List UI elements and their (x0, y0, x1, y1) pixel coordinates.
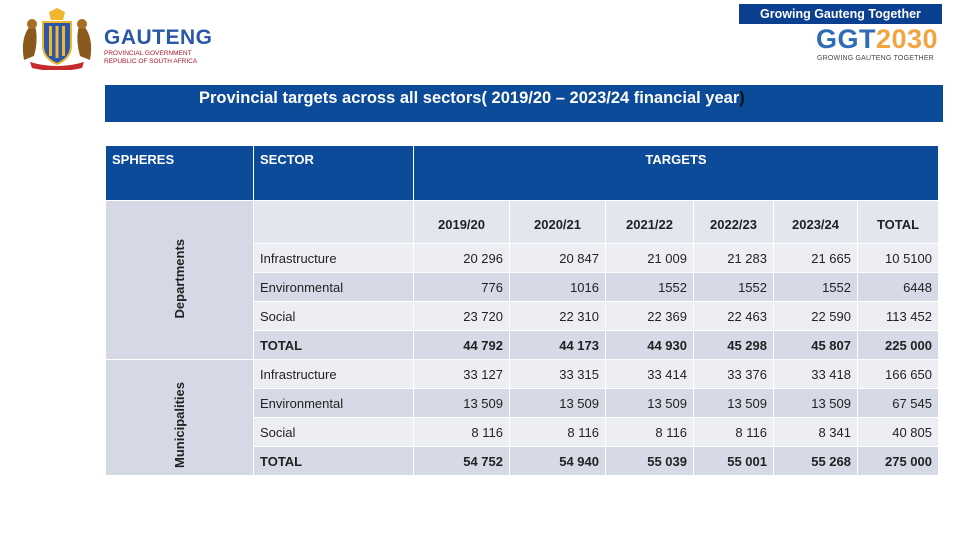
slide-title-close: ) (739, 89, 745, 107)
value-cell: 8 116 (693, 417, 774, 447)
value-cell: 54 940 (509, 446, 606, 476)
value-cell: 20 296 (413, 243, 510, 273)
sector-cell: Social (253, 417, 414, 447)
sector-header: SECTOR (253, 145, 414, 201)
value-cell: 6448 (857, 272, 939, 302)
value-cell: 13 509 (509, 388, 606, 418)
value-cell: 225 000 (857, 330, 939, 360)
value-cell: 33 418 (773, 359, 858, 389)
table-row-total: TOTAL 54 752 54 940 55 039 55 001 55 268… (106, 446, 939, 476)
sector-cell: Infrastructure (253, 243, 414, 273)
value-cell: 67 545 (857, 388, 939, 418)
ggt-logo-year: 2030 (876, 24, 939, 54)
value-cell: 44 173 (509, 330, 606, 360)
total-header: TOTAL (857, 200, 939, 244)
value-cell: 20 847 (509, 243, 606, 273)
year-header: 2020/21 (509, 200, 606, 244)
value-cell: 23 720 (413, 301, 510, 331)
value-cell: 45 807 (773, 330, 858, 360)
value-cell: 8 116 (509, 417, 606, 447)
value-cell: 55 268 (773, 446, 858, 476)
value-cell: 45 298 (693, 330, 774, 360)
years-header-row: Departments 2019/20 2020/21 2021/22 2022… (105, 200, 939, 360)
targets-header: TARGETS (413, 145, 939, 201)
value-cell: 113 452 (857, 301, 939, 331)
value-cell: 13 509 (773, 388, 858, 418)
value-cell: 55 001 (693, 446, 774, 476)
value-cell: 55 039 (605, 446, 694, 476)
value-cell: 22 310 (509, 301, 606, 331)
ggt2030-logo: GGT2030 GROWING GAUTENG TOGETHER (814, 24, 944, 68)
value-cell: 1552 (693, 272, 774, 302)
value-cell: 21 665 (773, 243, 858, 273)
table-row-total: TOTAL 44 792 44 173 44 930 45 298 45 807… (106, 330, 939, 360)
year-header: 2022/23 (693, 200, 774, 244)
value-cell: 13 509 (693, 388, 774, 418)
value-cell: 21 283 (693, 243, 774, 273)
sector-cell: Environmental (253, 388, 414, 418)
value-cell: 22 369 (605, 301, 694, 331)
value-cell: 21 009 (605, 243, 694, 273)
value-cell: 776 (413, 272, 510, 302)
spheres-header: SPHERES (105, 145, 254, 201)
slide-title-text: Provincial targets across all sectors( 2… (199, 89, 740, 107)
tagline-banner: Growing Gauteng Together (739, 4, 942, 24)
coat-of-arms-icon (22, 8, 92, 70)
org-name: GAUTENG (104, 26, 213, 49)
org-sub-line-1: PROVINCIAL GOVERNMENT (104, 50, 192, 57)
value-cell: 13 509 (605, 388, 694, 418)
value-cell: 22 590 (773, 301, 858, 331)
sector-cell: Social (253, 301, 414, 331)
value-cell: 166 650 (857, 359, 939, 389)
value-cell: 22 463 (693, 301, 774, 331)
value-cell: 1552 (605, 272, 694, 302)
value-cell: 33 376 (693, 359, 774, 389)
value-cell: 8 116 (605, 417, 694, 447)
year-header: 2019/20 (413, 200, 510, 244)
targets-table: SPHERES SECTOR TARGETS Departments 2019/… (105, 145, 939, 476)
sphere-label-municipalities: Municipalities (172, 382, 187, 468)
value-cell: 10 5100 (857, 243, 939, 273)
sphere-cell-departments: Departments (105, 200, 254, 360)
sector-cell: TOTAL (253, 330, 414, 360)
table-row: Social 8 116 8 116 8 116 8 116 8 341 40 … (106, 417, 939, 447)
value-cell: 13 509 (413, 388, 510, 418)
value-cell: 33 127 (413, 359, 510, 389)
year-header: 2023/24 (773, 200, 858, 244)
gauteng-logo: GAUTENG PROVINCIAL GOVERNMENT REPUBLIC O… (16, 6, 212, 72)
value-cell: 8 116 (413, 417, 510, 447)
year-header: 2021/22 (605, 200, 694, 244)
value-cell: 8 341 (773, 417, 858, 447)
value-cell: 33 315 (509, 359, 606, 389)
value-cell: 1016 (509, 272, 606, 302)
title-bar: Provincial targets across all sectors( 2… (105, 85, 943, 122)
value-cell: 40 805 (857, 417, 939, 447)
sector-cell: Environmental (253, 272, 414, 302)
value-cell: 275 000 (857, 446, 939, 476)
value-cell: 33 414 (605, 359, 694, 389)
org-sub-line-2: REPUBLIC OF SOUTH AFRICA (104, 58, 198, 65)
table-row: Municipalities Infrastructure 33 127 33 … (105, 359, 939, 476)
ggt-logo-subtitle: GROWING GAUTENG TOGETHER (817, 55, 934, 62)
sphere-label-departments: Departments (172, 238, 187, 319)
table-header-row: SPHERES SECTOR TARGETS (105, 145, 939, 201)
slide-title: Provincial targets across all sectors( 2… (199, 89, 745, 108)
value-cell: 1552 (773, 272, 858, 302)
value-cell: 44 792 (413, 330, 510, 360)
value-cell: 44 930 (605, 330, 694, 360)
sphere-cell-municipalities: Municipalities (105, 359, 254, 476)
table-row: Social 23 720 22 310 22 369 22 463 22 59… (106, 301, 939, 331)
ggt-logo-letters: GGT (816, 24, 876, 54)
table-row: Environmental 13 509 13 509 13 509 13 50… (106, 388, 939, 418)
years-header-blank (253, 200, 414, 244)
table-row: Environmental 776 1016 1552 1552 1552 64… (106, 272, 939, 302)
sector-cell: Infrastructure (253, 359, 414, 389)
table-row: Infrastructure 20 296 20 847 21 009 21 2… (106, 243, 939, 273)
value-cell: 54 752 (413, 446, 510, 476)
sector-cell: TOTAL (253, 446, 414, 476)
